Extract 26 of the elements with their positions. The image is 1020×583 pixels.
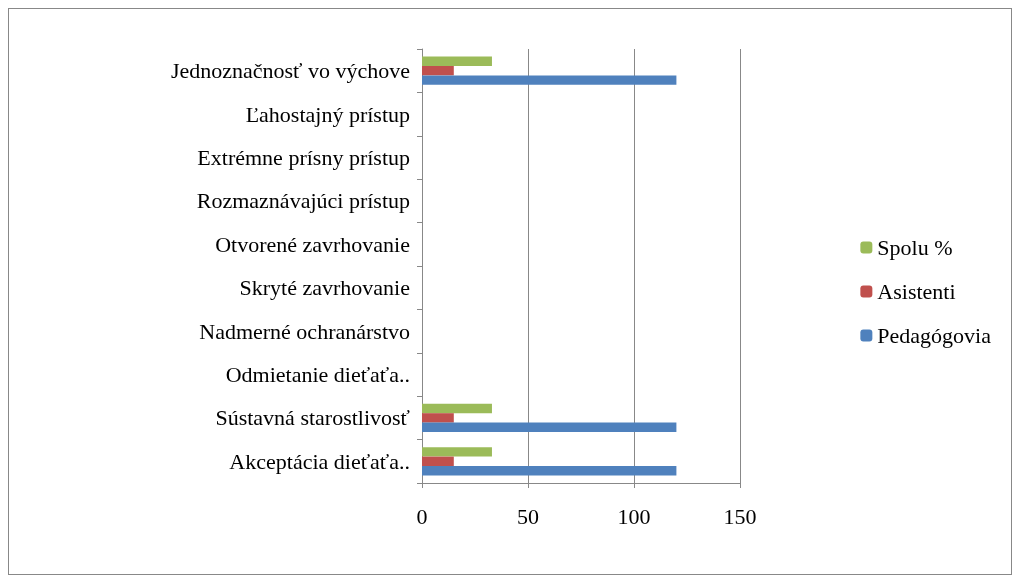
y-tick-label: Ľahostajný prístup (245, 101, 410, 127)
y-tick-label: Odmietanie dieťaťa.. (225, 362, 410, 387)
bar (422, 466, 677, 476)
x-tick-label: 150 (723, 503, 757, 529)
y-tick-label: Nadmerné ochranárstvo (199, 318, 410, 344)
y-tick-label: Rozmaznávajúci prístup (196, 188, 410, 214)
x-tick-label: 0 (416, 503, 428, 529)
y-tick-label: Akceptácia dieťaťa.. (229, 448, 410, 474)
bar (422, 75, 677, 85)
y-tick-label: Jednoznačnosť vo výchove (170, 58, 410, 84)
x-tick-label: 50 (517, 503, 539, 529)
y-tick-label: Otvorené zavrhovanie (215, 231, 410, 257)
bar (422, 56, 492, 66)
legend-label: Pedagógovia (877, 323, 992, 348)
bar (422, 447, 492, 457)
y-tick-label: Extrémne prísny prístup (197, 145, 410, 170)
bar (422, 66, 454, 76)
bar (422, 403, 492, 414)
legend-label: Asistenti (877, 279, 956, 304)
legend-label: Spolu % (877, 235, 953, 260)
bar (422, 456, 454, 466)
y-tick-label: Skryté zavrhovanie (239, 275, 410, 301)
bar (422, 422, 677, 433)
bar (422, 413, 454, 423)
y-tick-label: Sústavná starostlivosť (215, 405, 411, 431)
x-tick-label: 100 (617, 503, 651, 529)
